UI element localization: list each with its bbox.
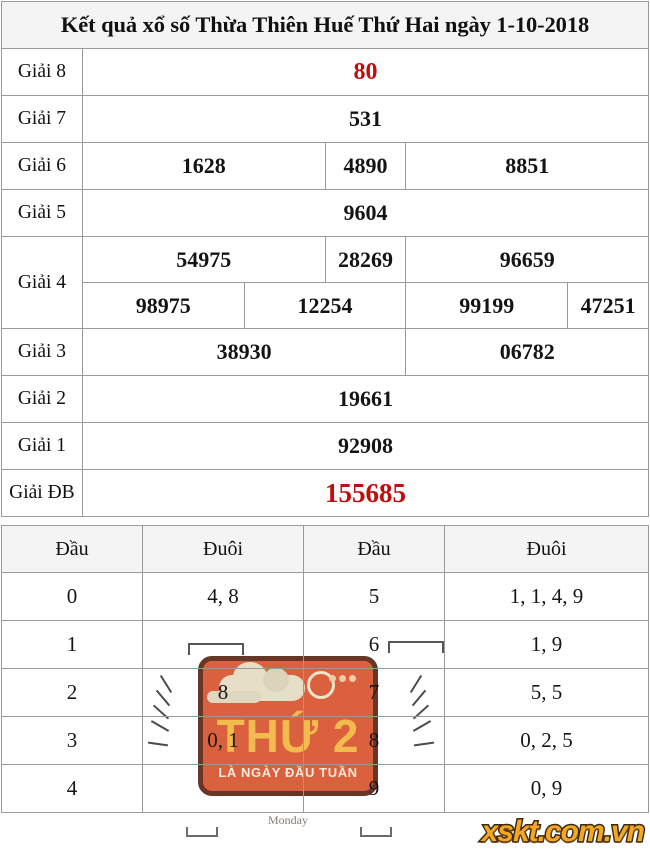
prize-value-6-1: 4890: [324, 142, 407, 190]
column-header-dau-right: Đầu: [303, 525, 445, 573]
dau-left-value: 0: [1, 572, 143, 621]
column-header-duoi-left: Đuôi: [142, 525, 304, 573]
table-row-prize-special: Giải ĐB 155685: [1, 469, 650, 517]
table-row-prize-1: Giải 1 92908: [1, 422, 650, 470]
prize-value-4-4: 12254: [243, 282, 407, 329]
prize-value-6-2: 8851: [405, 142, 649, 190]
dau-right-value: 9: [303, 764, 445, 813]
footer-bracket-right: [360, 827, 392, 837]
prize-value-3-0: 38930: [81, 328, 407, 376]
prize-value-4-1: 28269: [324, 236, 407, 283]
prize-value-2: 19661: [81, 375, 650, 423]
table-row-prize-5: Giải 5 9604: [1, 189, 650, 237]
prize-label-8: Giải 8: [1, 48, 83, 96]
footer-bracket-left: [186, 827, 218, 837]
head-tail-header-row: Đầu Đuôi Đầu Đuôi: [1, 525, 649, 573]
table-row-prize-6: Giải 6 1628 4890 8851: [1, 142, 649, 190]
table-separator: [0, 517, 650, 525]
duoi-right-value: 1, 9: [444, 620, 649, 669]
duoi-left-value: [142, 764, 304, 813]
duoi-left-value: 0, 1: [142, 716, 304, 765]
prize-label-2: Giải 2: [1, 375, 83, 423]
prize-value-3-1: 06782: [405, 328, 649, 376]
dau-left-value: 4: [1, 764, 143, 813]
table-row: 0 4, 8 5 1, 1, 4, 9: [1, 572, 649, 621]
prize-value-6-0: 1628: [81, 142, 326, 190]
prize-label-4: Giải 4: [1, 236, 83, 329]
prize-value-4-0: 54975: [81, 236, 326, 283]
table-row-prize-4-first: Giải 4 54975 28269 96659: [1, 236, 649, 329]
prize-value-5: 9604: [81, 189, 650, 237]
prize-label-special: Giải ĐB: [1, 469, 83, 517]
prize-value-1: 92908: [81, 422, 650, 470]
duoi-right-value: 1, 1, 4, 9: [444, 572, 649, 621]
prize-label-1: Giải 1: [1, 422, 83, 470]
weekday-card-footer: Monday: [268, 813, 308, 827]
table-row: 2 8 7 5, 5: [1, 668, 649, 717]
table-row: 4 9 0, 9: [1, 764, 649, 813]
dau-left-value: 3: [1, 716, 143, 765]
prize-value-4-6: 47251: [567, 282, 649, 329]
page-title: Kết quả xổ số Thừa Thiên Huế Thứ Hai ngà…: [1, 1, 649, 49]
prize-label-6: Giải 6: [1, 142, 83, 190]
duoi-left-value: 8: [142, 668, 304, 717]
duoi-left-value: 4, 8: [142, 572, 304, 621]
duoi-right-value: 0, 9: [444, 764, 649, 813]
table-row-prize-8: Giải 8 80: [1, 48, 650, 96]
table-title-row: Kết quả xổ số Thừa Thiên Huế Thứ Hai ngà…: [1, 1, 649, 49]
prize-value-4-2: 96659: [405, 236, 649, 283]
head-tail-table: Đầu Đuôi Đầu Đuôi 0 4, 8 5 1, 1, 4, 9 1 …: [1, 525, 649, 813]
prize-label-3: Giải 3: [1, 328, 83, 376]
site-watermark: xskt.com.vn: [480, 814, 646, 850]
column-header-dau-left: Đầu: [1, 525, 143, 573]
table-row-prize-4-second: 98975 12254 99199 47251: [2, 282, 649, 329]
prize-label-7: Giải 7: [1, 95, 83, 143]
dau-right-value: 8: [303, 716, 445, 765]
prize-value-8: 80: [81, 48, 650, 96]
table-row: 3 0, 1 8 0, 2, 5: [1, 716, 649, 765]
duoi-right-value: 5, 5: [444, 668, 649, 717]
duoi-left-value: [142, 620, 304, 669]
dau-left-value: 1: [1, 620, 143, 669]
lottery-results-table: Kết quả xổ số Thừa Thiên Huế Thứ Hai ngà…: [1, 1, 650, 517]
duoi-right-value: 0, 2, 5: [444, 716, 649, 765]
dau-right-value: 5: [303, 572, 445, 621]
prize-value-4-5: 99199: [405, 282, 569, 329]
table-row-prize-7: Giải 7 531: [1, 95, 650, 143]
prize-label-5: Giải 5: [1, 189, 83, 237]
dau-right-value: 6: [303, 620, 445, 669]
table-row: 1 6 1, 9: [1, 620, 649, 669]
dau-right-value: 7: [303, 668, 445, 717]
table-row-prize-3: Giải 3 38930 06782: [1, 328, 649, 376]
table-row-prize-2: Giải 2 19661: [1, 375, 650, 423]
prize-value-special: 155685: [81, 469, 650, 517]
prize-value-7: 531: [81, 95, 650, 143]
prize-value-4-3: 98975: [81, 282, 245, 329]
column-header-duoi-right: Đuôi: [444, 525, 649, 573]
dau-left-value: 2: [1, 668, 143, 717]
